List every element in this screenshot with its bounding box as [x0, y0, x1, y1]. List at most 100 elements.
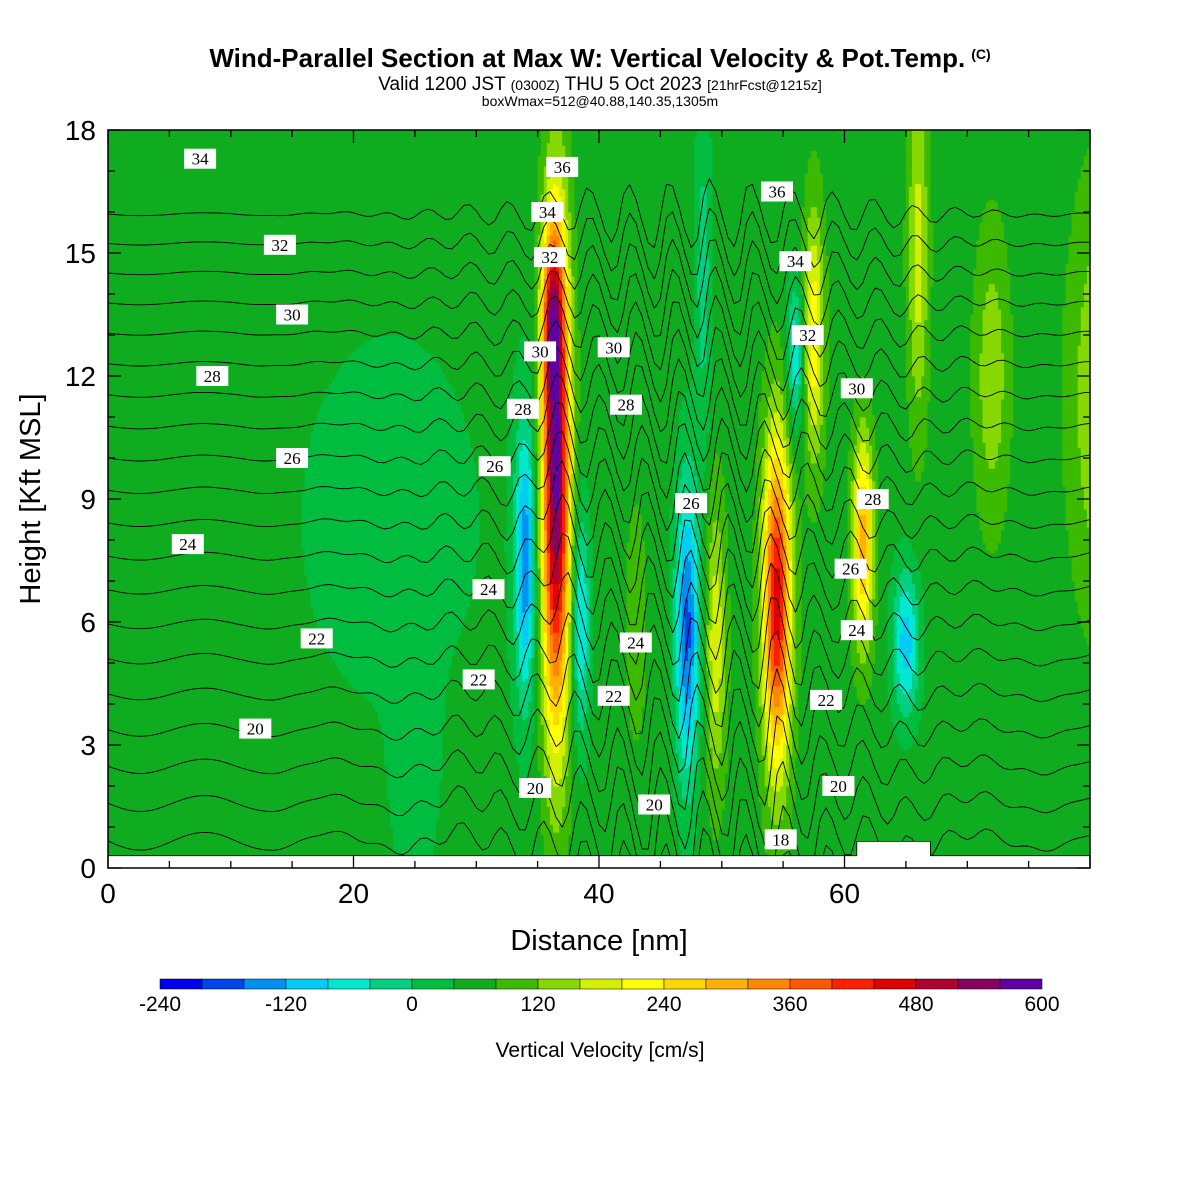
w-cell — [114, 514, 117, 517]
w-cell — [114, 558, 117, 561]
w-cell — [114, 781, 117, 784]
w-cell — [114, 486, 117, 489]
w-cell — [114, 527, 117, 530]
w-cell — [111, 448, 114, 451]
w-cell — [111, 217, 114, 220]
w-cell — [114, 637, 117, 640]
w-cell — [111, 635, 114, 638]
w-cell — [111, 427, 114, 430]
w-cell — [114, 476, 117, 479]
w-cell — [111, 527, 114, 530]
w-cell — [111, 445, 114, 448]
w-cell — [114, 627, 117, 630]
w-cell — [111, 602, 114, 605]
w-cell — [111, 691, 114, 694]
w-cell — [114, 796, 117, 799]
w-cell — [111, 719, 114, 722]
w-cell — [111, 438, 114, 441]
w-cell — [111, 548, 114, 551]
w-cell — [114, 822, 117, 825]
w-cell — [111, 309, 114, 312]
w-cell — [111, 473, 114, 476]
w-cell — [114, 494, 117, 497]
w-cell — [114, 668, 117, 671]
w-cell — [111, 371, 114, 374]
w-cell — [111, 748, 114, 751]
w-cell — [111, 289, 114, 292]
w-cell — [114, 655, 117, 658]
w-cell — [114, 445, 117, 448]
w-cell — [114, 789, 117, 792]
w-cell — [111, 566, 114, 569]
w-cell — [114, 799, 117, 802]
w-cell — [111, 479, 114, 482]
w-cell — [111, 614, 114, 617]
w-cell — [114, 850, 117, 853]
w-cell — [114, 712, 117, 715]
w-cell — [114, 853, 117, 856]
w-cell — [111, 397, 114, 400]
w-cell — [111, 286, 114, 289]
w-cell — [111, 712, 114, 715]
w-cell — [111, 709, 114, 712]
w-cell — [111, 517, 114, 520]
w-cell — [111, 304, 114, 307]
w-cell — [114, 409, 117, 412]
w-cell — [114, 586, 117, 589]
w-cell — [111, 281, 114, 284]
w-cell — [114, 438, 117, 441]
w-cell — [111, 402, 114, 405]
w-cell — [114, 722, 117, 725]
w-cell — [114, 681, 117, 684]
w-cell — [111, 707, 114, 710]
w-cell — [111, 778, 114, 781]
w-cell — [111, 166, 114, 169]
w-cell — [111, 327, 114, 330]
w-cell — [111, 819, 114, 822]
w-cell — [111, 794, 114, 797]
w-cell — [114, 719, 117, 722]
w-cell — [111, 543, 114, 546]
w-cell — [114, 650, 117, 653]
w-cell — [114, 840, 117, 843]
w-cell — [111, 550, 114, 553]
w-cell — [114, 504, 117, 507]
w-cell — [114, 576, 117, 579]
w-cell — [111, 735, 114, 738]
w-cell — [114, 801, 117, 804]
w-cell — [114, 778, 117, 781]
w-cell — [114, 699, 117, 702]
w-cell — [114, 763, 117, 766]
w-cell — [111, 163, 114, 166]
w-cell — [114, 596, 117, 599]
w-cell — [114, 632, 117, 635]
w-cell — [111, 276, 114, 279]
w-cell — [111, 432, 114, 435]
w-cell — [111, 717, 114, 720]
w-cell — [111, 830, 114, 833]
w-cell — [111, 148, 114, 151]
w-cell — [111, 604, 114, 607]
w-cell — [111, 758, 114, 761]
w-cell — [111, 245, 114, 248]
w-cell — [111, 263, 114, 266]
w-cell — [111, 235, 114, 238]
w-cell — [114, 809, 117, 812]
w-cell — [114, 814, 117, 817]
w-cell — [111, 643, 114, 646]
w-cell — [114, 776, 117, 779]
w-cell — [114, 794, 117, 797]
w-cell — [111, 440, 114, 443]
w-cell — [114, 422, 117, 425]
w-cell — [114, 725, 117, 728]
w-cell — [111, 796, 114, 799]
w-cell — [111, 261, 114, 264]
w-cell — [111, 809, 114, 812]
w-cell — [111, 453, 114, 456]
w-cell — [114, 450, 117, 453]
w-cell — [114, 830, 117, 833]
w-cell — [114, 673, 117, 676]
w-cell — [111, 568, 114, 571]
w-cell — [114, 402, 117, 405]
w-cell — [114, 563, 117, 566]
